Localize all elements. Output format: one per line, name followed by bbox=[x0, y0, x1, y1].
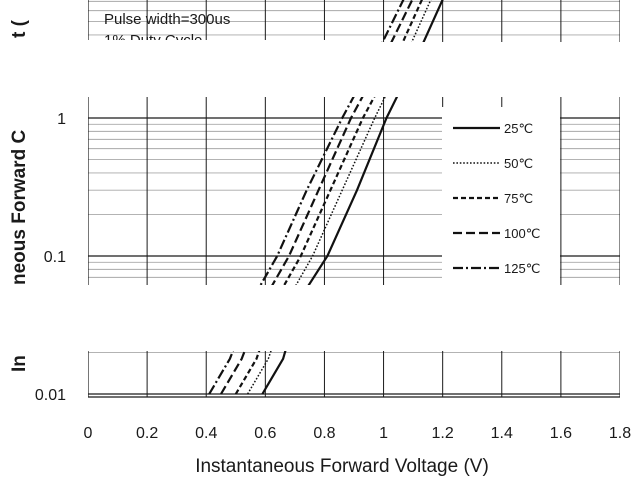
grid-band-top bbox=[88, 0, 620, 42]
series-line-1-bottom bbox=[261, 351, 287, 395]
x-tick-label: 0.6 bbox=[254, 425, 276, 442]
y-axis-label-fragment-middle: neous Forward C bbox=[9, 130, 30, 285]
x-axis-label: Instantaneous Forward Voltage (V) bbox=[195, 456, 489, 477]
series-line-5-middle bbox=[259, 97, 355, 285]
x-tick-label: 0.2 bbox=[136, 425, 158, 442]
legend-label-2: 50℃ bbox=[504, 156, 533, 171]
x-tick-label: 0.4 bbox=[195, 425, 217, 442]
series-line-4-middle bbox=[271, 97, 364, 285]
grid-band-bottom bbox=[88, 351, 620, 397]
series-line-2-top bbox=[410, 0, 432, 42]
x-tick-label: 0 bbox=[84, 425, 93, 442]
legend-background bbox=[442, 107, 560, 285]
legend-label-4: 100℃ bbox=[504, 226, 540, 241]
y-axis-label-fragment-bottom: In bbox=[9, 355, 30, 372]
series-line-4-bottom bbox=[220, 351, 246, 395]
series-lines bbox=[208, 0, 444, 395]
series-line-2-bottom bbox=[246, 351, 272, 395]
x-tick-label: 1.6 bbox=[550, 425, 572, 442]
legend: 25℃ 50℃ 75℃ 100℃ 125℃ bbox=[453, 121, 540, 276]
series-line-1-top bbox=[422, 0, 444, 42]
y-tick-label: 1 bbox=[57, 111, 66, 128]
legend-label-3: 75℃ bbox=[504, 191, 533, 206]
note-mask bbox=[88, 40, 328, 54]
x-tick-label: 0.8 bbox=[313, 425, 335, 442]
x-tick-label: 1.8 bbox=[609, 425, 631, 442]
legend-label-1: 25℃ bbox=[504, 121, 533, 136]
axes: 0 0.2 0.4 0.6 0.8 1 1.2 1.4 1.6 1.8 1 0.1 0.01 bbox=[35, 111, 631, 442]
y-tick-label: 0.1 bbox=[44, 249, 66, 266]
series-line-5-bottom bbox=[208, 351, 235, 395]
legend-label-5: 125℃ bbox=[504, 261, 540, 276]
note-pulse-width: Pulse width=300us bbox=[104, 11, 230, 28]
x-tick-label: 1 bbox=[379, 425, 388, 442]
x-tick-label: 1.4 bbox=[491, 425, 513, 442]
series-line-2-middle bbox=[295, 97, 386, 285]
series-line-1-middle bbox=[307, 97, 399, 285]
series-line-4-top bbox=[390, 0, 414, 42]
y-tick-label: 0.01 bbox=[35, 387, 66, 404]
x-tick-label: 1.2 bbox=[432, 425, 454, 442]
y-axis-label-fragment-top: t ( bbox=[9, 19, 30, 38]
series-line-5-top bbox=[381, 0, 405, 42]
